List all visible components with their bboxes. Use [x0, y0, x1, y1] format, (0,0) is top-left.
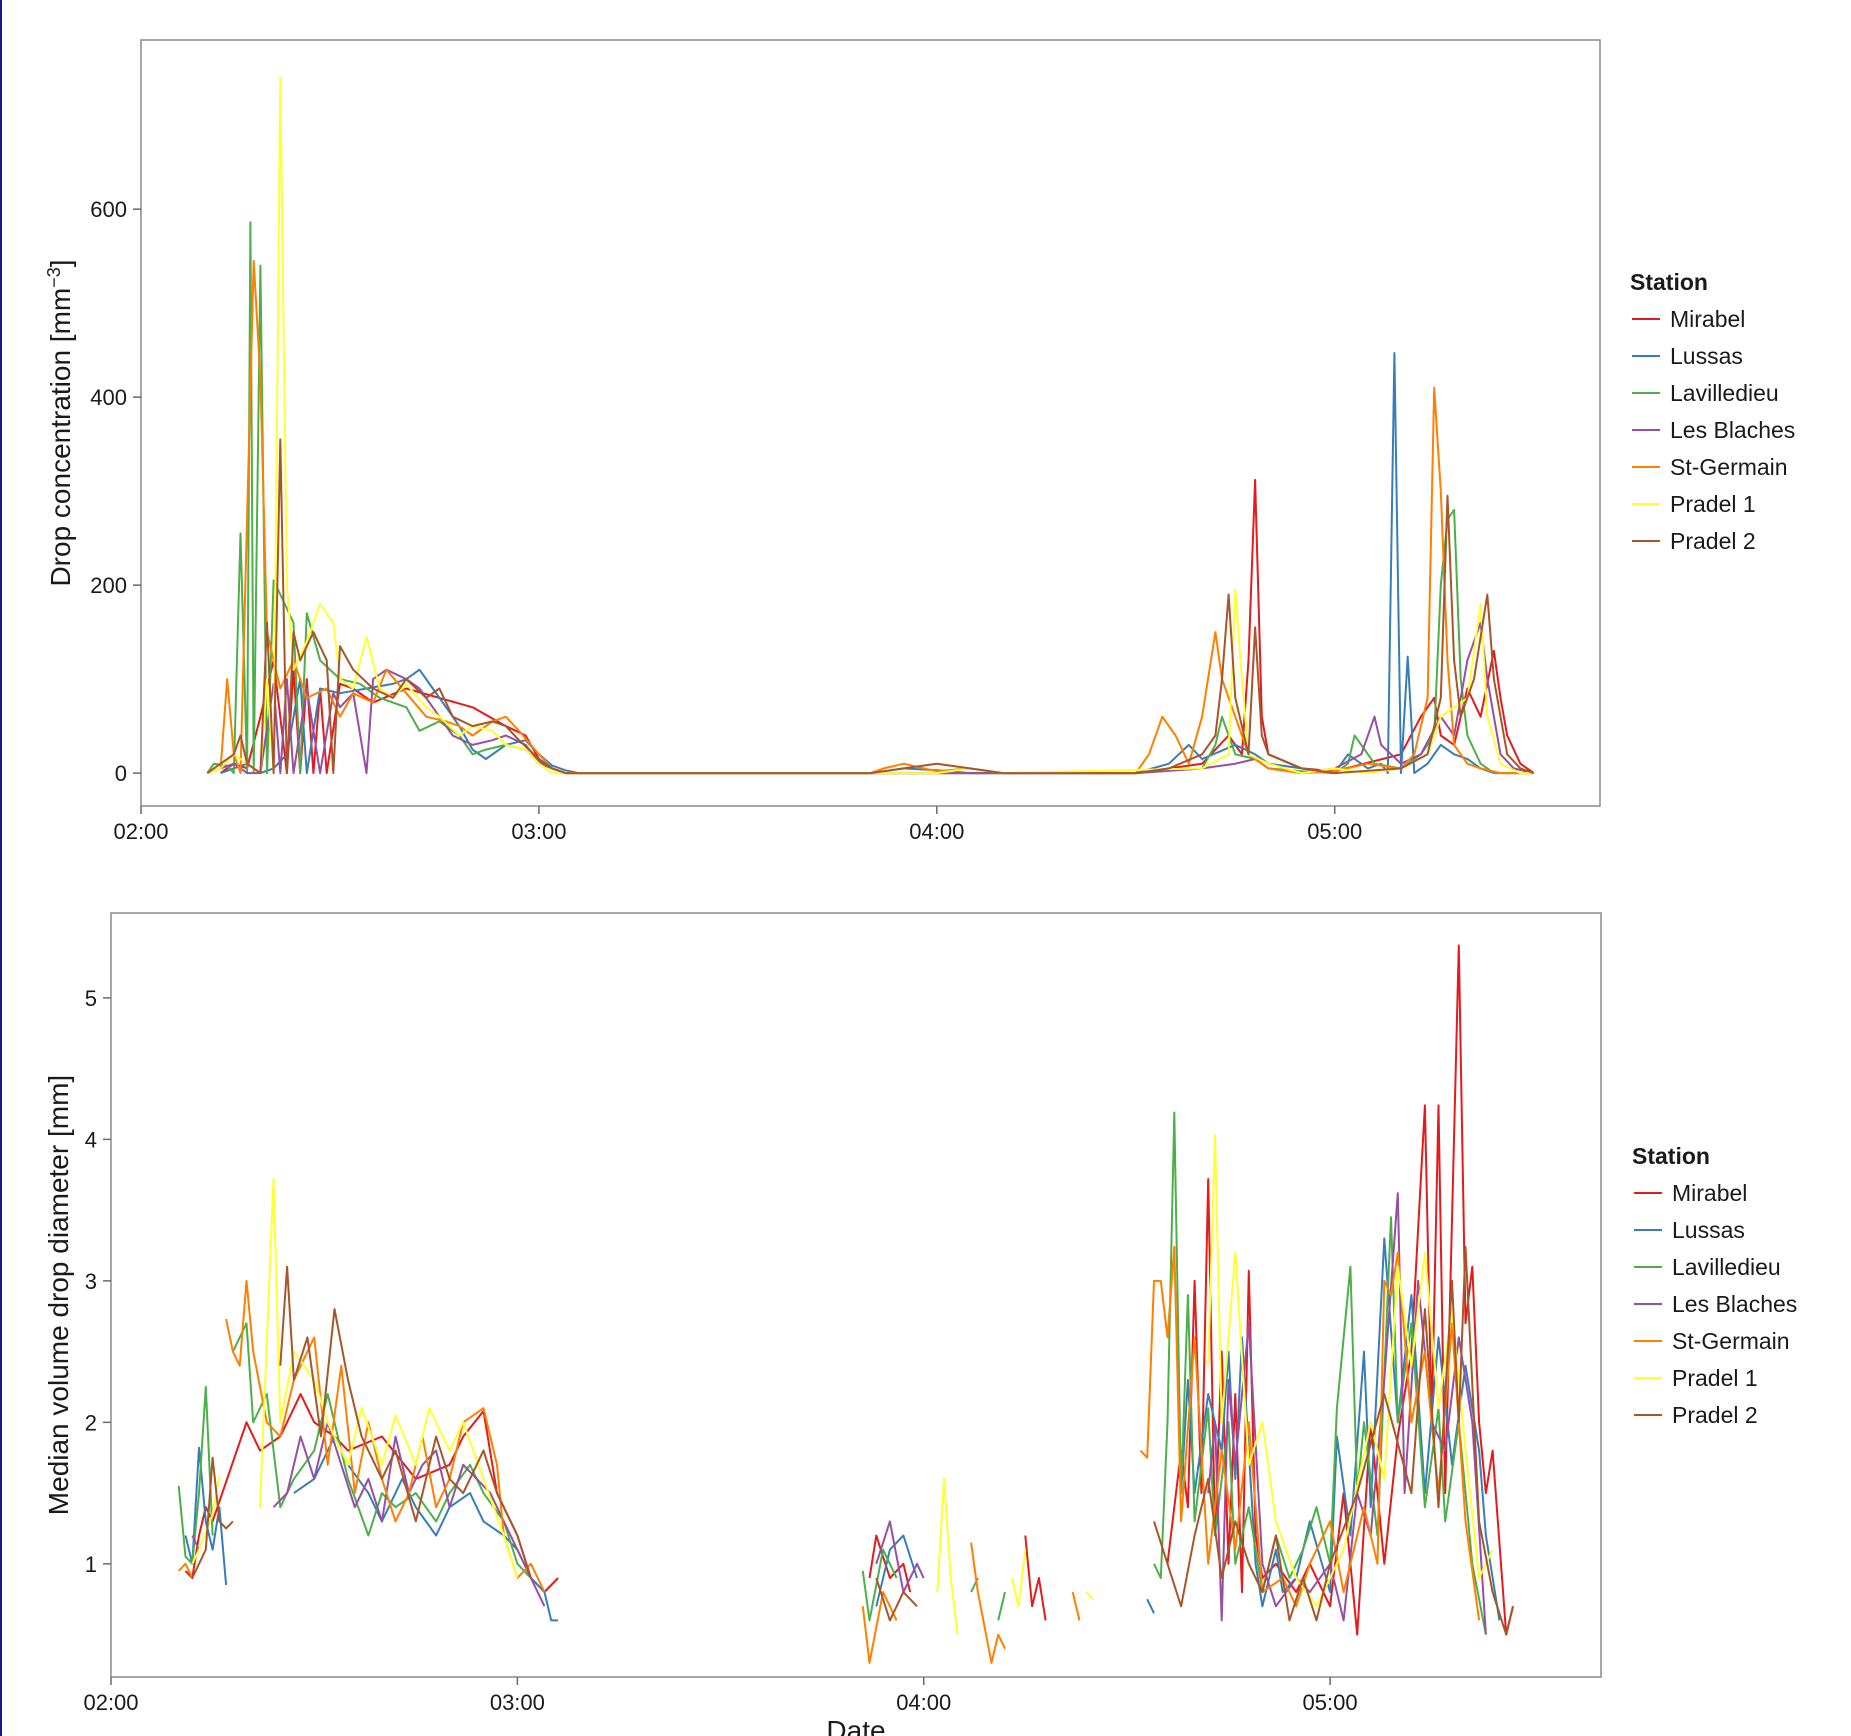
x-axis: 02:00 03:00 04:00 05:00	[113, 806, 1362, 844]
x-tick-label: 03:00	[511, 819, 566, 844]
legend: Station Mirabel Lussas Lavilledieu Les Blac…	[1630, 269, 1795, 554]
plot-area-border	[110, 912, 1602, 1678]
series-line-pradel-2	[875, 1577, 918, 1622]
series-line-pradel-1	[259, 1178, 519, 1579]
y-tick-label: 3	[85, 1269, 97, 1294]
series-line-lavilledieu	[1153, 1111, 1487, 1635]
legend-label-pradel-1: Pradel 1	[1670, 491, 1756, 517]
x-tick-label: 04:00	[909, 819, 964, 844]
series-line-lussas	[875, 1534, 918, 1607]
series-line-les-blaches	[206, 621, 1534, 775]
y-tick-label: 600	[90, 197, 127, 222]
series-line-pradel-2	[206, 438, 1535, 775]
y-tick-label: 5	[85, 986, 97, 1011]
series-line-mirabel	[1024, 1535, 1047, 1621]
series-line-mirabel	[868, 1534, 912, 1593]
series-lines	[177, 944, 1514, 1664]
x-tick-label: 05:00	[1303, 1690, 1358, 1715]
series-line-lussas	[293, 1435, 558, 1622]
series-line-pradel-2	[191, 1456, 234, 1579]
series-line-mirabel	[184, 1393, 559, 1594]
legend-label-lussas: Lussas	[1672, 1217, 1745, 1243]
legend-label-st-germain: St-Germain	[1670, 454, 1788, 480]
y-tick-label: 400	[90, 385, 127, 410]
series-line-les-blaches	[191, 1535, 200, 1551]
y-axis-title: Median volume drop diameter [mm]	[43, 1075, 74, 1515]
x-tick-label: 04:00	[896, 1690, 951, 1715]
series-line-lussas	[1146, 1598, 1155, 1614]
series-line-lavilledieu	[231, 1322, 532, 1579]
median-diameter-panel: 02:00 03:00 04:00 05:00 1 2 3 4 5 Median volume…	[43, 912, 1797, 1736]
x-tick-label: 05:00	[1307, 819, 1362, 844]
series-line-lavilledieu	[861, 1548, 898, 1622]
legend-label-pradel-1: Pradel 1	[1672, 1365, 1758, 1391]
x-axis: 02:00 03:00 04:00 05:00	[83, 1677, 1358, 1715]
y-tick-label: 4	[85, 1127, 97, 1152]
series-line-st-germain	[225, 1279, 546, 1593]
legend-label-lussas: Lussas	[1670, 343, 1743, 369]
drop-concentration-panel: 02:00 03:00 04:00 05:00 0 200 400 600 Drop con…	[44, 39, 1795, 844]
series-line-st-germain	[1139, 1245, 1481, 1621]
series-line-pradel-1	[1010, 1549, 1027, 1608]
y-tick-label: 1	[85, 1552, 97, 1577]
y-tick-label: 200	[90, 573, 127, 598]
legend: Station Mirabel Lussas Lavilledieu Les Blac…	[1632, 1143, 1797, 1428]
y-axis: 1 2 3 4 5	[85, 986, 111, 1577]
series-line-lavilledieu	[177, 1386, 214, 1565]
legend-label-mirabel: Mirabel	[1670, 306, 1745, 332]
series-line-mirabel	[1166, 944, 1514, 1636]
legend-title: Station	[1632, 1143, 1710, 1169]
series-line-lussas	[220, 352, 1534, 775]
legend-label-mirabel: Mirabel	[1672, 1180, 1747, 1206]
series-line-pradel-1	[936, 1477, 959, 1635]
series-line-pradel-1	[1085, 1591, 1094, 1600]
legend-label-lavilledieu: Lavilledieu	[1670, 380, 1779, 406]
left-border	[0, 0, 2, 1736]
series-line-pradel-2	[279, 1265, 532, 1579]
legend-title: Station	[1630, 269, 1708, 295]
y-tick-label: 0	[115, 761, 127, 786]
series-lines	[206, 76, 1535, 775]
series-line-st-germain	[206, 259, 1534, 775]
legend-label-pradel-2: Pradel 2	[1672, 1402, 1758, 1428]
series-line-les-blaches	[1207, 1192, 1487, 1635]
legend-label-pradel-2: Pradel 2	[1670, 528, 1756, 554]
x-tick-label: 02:00	[113, 819, 168, 844]
series-line-st-germain	[861, 1591, 898, 1664]
y-axis-title: Drop concentration [mm−3]	[44, 259, 76, 586]
y-axis: 0 200 400 600	[90, 197, 141, 786]
series-line-lavilledieu	[997, 1591, 1006, 1621]
legend-label-les-blaches: Les Blaches	[1672, 1291, 1797, 1317]
legend-label-les-blaches: Les Blaches	[1670, 417, 1795, 443]
x-axis-title: Date	[826, 1715, 885, 1736]
series-line-lavilledieu	[206, 221, 1534, 775]
x-tick-label: 03:00	[490, 1690, 545, 1715]
plot-area-border	[140, 39, 1601, 807]
series-line-st-germain	[177, 1562, 194, 1579]
series-line-pradel-1	[206, 76, 1534, 775]
series-line-st-germain	[970, 1542, 1006, 1664]
x-tick-label: 02:00	[83, 1690, 138, 1715]
legend-label-st-germain: St-Germain	[1672, 1328, 1790, 1354]
y-tick-label: 2	[85, 1410, 97, 1435]
series-line-st-germain	[1071, 1591, 1081, 1621]
series-line-pradel-2	[1153, 1245, 1514, 1636]
legend-label-lavilledieu: Lavilledieu	[1672, 1254, 1781, 1280]
